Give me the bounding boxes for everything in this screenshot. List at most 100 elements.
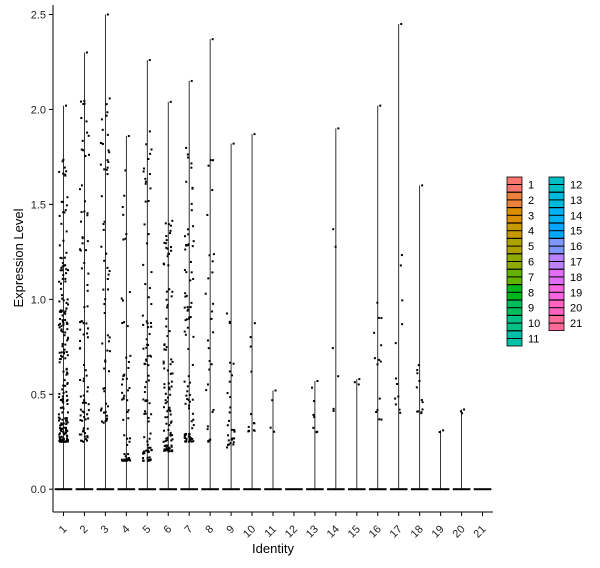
point (126, 399, 129, 402)
point (105, 414, 108, 417)
point (206, 339, 209, 342)
point (66, 337, 69, 340)
point (169, 363, 172, 366)
point (103, 387, 106, 390)
point (170, 385, 173, 388)
point (64, 432, 67, 435)
point (211, 310, 214, 313)
point (63, 433, 66, 436)
point (62, 437, 65, 440)
point (190, 440, 193, 443)
point (127, 453, 130, 456)
point (169, 393, 172, 396)
legend-label: 11 (528, 334, 539, 346)
point (59, 429, 62, 432)
point (188, 433, 191, 436)
point (65, 426, 68, 429)
violin-17 (389, 22, 408, 491)
point (86, 386, 89, 389)
point (65, 399, 68, 402)
point (184, 292, 187, 295)
point (208, 360, 211, 363)
violin-14 (327, 127, 345, 491)
point (61, 397, 64, 400)
x-tick-label: 13 (304, 523, 321, 540)
violin-9 (222, 142, 240, 491)
point (421, 408, 424, 411)
point (332, 407, 335, 410)
point (59, 424, 62, 427)
point (64, 357, 67, 360)
point (312, 413, 315, 416)
legend-item-8: 8 (506, 284, 534, 301)
point (170, 380, 173, 383)
point (171, 290, 174, 293)
point (125, 233, 128, 236)
point (421, 184, 424, 187)
violin-3 (96, 13, 115, 491)
point (162, 262, 165, 265)
point (185, 146, 188, 149)
point (145, 380, 148, 383)
point (168, 388, 171, 391)
point (78, 347, 81, 350)
legend-item-15: 15 (548, 222, 582, 239)
point (227, 443, 230, 446)
point (228, 443, 231, 446)
point (170, 295, 173, 298)
point (184, 333, 187, 336)
y-tick-label: 1.5 (31, 199, 46, 211)
point (146, 443, 149, 446)
point (128, 387, 131, 390)
point (167, 382, 170, 385)
point (183, 330, 186, 333)
point (334, 245, 337, 248)
x-tick-label: 4 (120, 523, 133, 536)
point (150, 449, 153, 452)
point (142, 398, 145, 401)
point (86, 131, 89, 134)
point (231, 437, 234, 440)
point (416, 410, 419, 413)
point (357, 383, 360, 386)
point (316, 379, 319, 382)
point (189, 279, 192, 282)
point (146, 343, 149, 346)
point (229, 361, 232, 364)
y-tick-label: 2.5 (31, 9, 46, 21)
point (61, 355, 64, 358)
point (380, 344, 383, 347)
point (121, 398, 124, 401)
point (62, 323, 65, 326)
point (400, 22, 403, 25)
point (80, 117, 83, 120)
point (108, 370, 111, 373)
point (142, 263, 145, 266)
point (185, 318, 188, 321)
violin-15 (348, 378, 366, 491)
point (99, 163, 102, 166)
point (145, 359, 148, 362)
point (165, 239, 168, 242)
point (82, 149, 85, 152)
point (188, 407, 191, 410)
x-axis: 1 2 3 4 5 6 7 8 9 10 11 12 13 14 15 16 17 18 19 20 21 (53, 511, 493, 540)
point (63, 264, 66, 267)
point (212, 159, 215, 162)
point (353, 381, 356, 384)
point (61, 200, 64, 203)
point (164, 399, 167, 402)
point (58, 310, 61, 313)
y-tick-label: 1.0 (31, 294, 46, 306)
point (63, 166, 66, 169)
point (83, 102, 86, 105)
point (124, 169, 127, 172)
point (253, 429, 256, 432)
point (376, 301, 379, 304)
point (86, 439, 89, 442)
point (83, 416, 86, 419)
point (66, 434, 69, 437)
point (463, 408, 466, 411)
point (189, 316, 192, 319)
point (103, 303, 106, 306)
